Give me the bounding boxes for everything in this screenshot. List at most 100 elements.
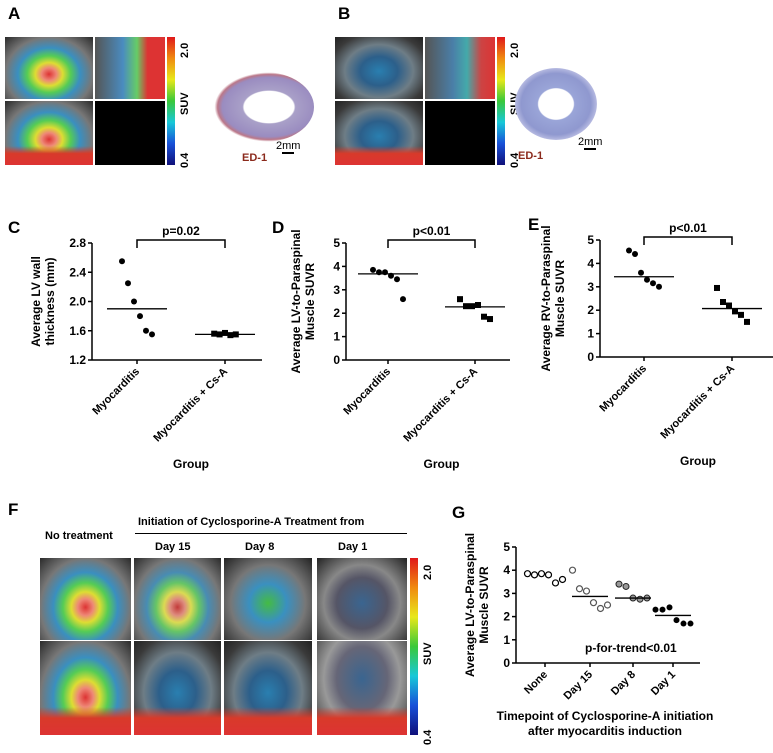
data-point-square — [481, 313, 487, 320]
data-point-square — [714, 284, 720, 291]
panel-label-c: C — [8, 218, 21, 237]
panel-label-f: F — [8, 500, 19, 519]
suv-colorbar-f — [410, 558, 418, 735]
data-point-grey — [636, 595, 644, 603]
data-point — [626, 247, 632, 254]
data-point-open — [551, 579, 560, 587]
data-point-square — [211, 330, 218, 337]
chart-g: 0 1 2 3 4 5 None Day 15 Day 8 Day 1 Average LV-to-… — [463, 533, 713, 738]
pet-ct-long-axis-b — [425, 37, 495, 99]
data-point-square — [475, 302, 481, 309]
y-tick-label: 0 — [587, 350, 594, 364]
y-axis-label: Average RV-to-ParaspinalMuscle SUVR — [539, 225, 567, 371]
panel-label-e: E — [528, 215, 540, 234]
data-point — [125, 280, 131, 287]
data-point — [131, 298, 137, 305]
data-point — [673, 617, 680, 624]
panel-label-d: D — [272, 218, 285, 237]
header-divider — [135, 533, 407, 534]
pet-ct-short-axis-a — [5, 37, 93, 99]
colorbar-max-a: 2.0 — [179, 42, 191, 58]
data-point-square — [222, 329, 228, 336]
data-point-open — [575, 585, 584, 593]
x-axis-label: Group — [424, 457, 460, 471]
significance-bracket — [387, 239, 476, 248]
significance-bracket — [643, 236, 733, 245]
pet-ct-coronal-b — [335, 101, 423, 165]
data-point-square — [469, 303, 475, 310]
y-tick-label: 1 — [587, 327, 594, 341]
p-trend-label: p-for-trend<0.01 — [585, 641, 677, 655]
y-tick-label: 4 — [587, 256, 594, 270]
pet-ct-coronal-a — [5, 101, 93, 165]
data-point-open — [523, 570, 532, 578]
colorbar-label-f: SUV — [422, 642, 434, 665]
y-tick-label: 2.4 — [69, 265, 86, 279]
data-point-square — [732, 308, 738, 315]
pet-ct-day15-coronal — [134, 641, 221, 735]
y-tick-label: 3 — [333, 283, 340, 297]
data-point-square — [720, 299, 726, 306]
scale-bar-a: 2mm — [276, 140, 301, 154]
x-tick-label: Myocarditis — [341, 366, 393, 418]
x-axis-label: Group — [173, 457, 209, 471]
y-tick-label: 1.2 — [69, 353, 86, 367]
y-tick-label: 2 — [503, 610, 510, 624]
pet-ct-day1-coronal — [317, 641, 407, 735]
y-tick-label: 2 — [587, 303, 594, 317]
data-point-square — [457, 296, 463, 303]
x-tick-label: Myocarditis + Cs-A — [401, 366, 480, 445]
y-axis-label: Average LV wallthickness (mm) — [29, 256, 57, 347]
data-point — [656, 283, 662, 290]
blank-tile-b — [425, 101, 495, 165]
pet-ct-short-axis-b — [335, 37, 423, 99]
data-point-open — [558, 575, 567, 584]
data-point-open — [537, 570, 546, 578]
data-point-open — [589, 599, 598, 607]
ed1-label-b: ED-1 — [518, 150, 544, 162]
day1-label: Day 1 — [338, 541, 368, 553]
data-point-grey — [622, 582, 630, 590]
panel-label-g: G — [452, 503, 466, 522]
data-point — [370, 266, 376, 273]
data-point — [680, 620, 687, 627]
y-tick-label: 1 — [333, 330, 340, 344]
y-tick-label: 5 — [587, 233, 594, 247]
x-tick-label: Myocarditis — [597, 363, 649, 415]
x-tick-label: Myocarditis + Cs-A — [658, 363, 737, 442]
chart-c: 1.2 1.6 2.0 2.4 2.8 Myocarditis Myocarditis + … — [29, 224, 262, 471]
x-tick-label: Myocarditis + Cs-A — [151, 366, 230, 445]
data-point — [638, 269, 644, 276]
y-tick-label: 0 — [333, 353, 340, 367]
data-point — [659, 606, 666, 613]
y-tick-label: 2.0 — [69, 295, 86, 309]
data-point-open — [603, 601, 612, 609]
y-tick-label: 5 — [503, 540, 510, 554]
chart-d: 0 1 2 3 4 5 Myocarditis Myocarditis + Cs-A Avera… — [289, 224, 510, 471]
data-point-open — [596, 604, 605, 613]
histology-section-b — [515, 68, 597, 140]
day15-label: Day 15 — [155, 541, 191, 553]
data-point-open — [544, 571, 553, 579]
y-axis-label: Average LV-to-ParaspinalMuscle SUVR — [463, 533, 491, 677]
y-tick-label: 1.6 — [69, 324, 86, 338]
colorbar-max-f: 2.0 — [422, 564, 434, 580]
histology-section-a — [214, 72, 314, 142]
data-point — [394, 276, 400, 283]
pet-ct-no-treatment-coronal — [40, 641, 131, 735]
data-point-square — [463, 303, 469, 310]
data-point-square — [744, 318, 750, 325]
pet-ct-day8-axial — [224, 558, 312, 640]
data-point-square — [738, 311, 744, 318]
data-point-grey — [615, 580, 623, 588]
y-tick-label: 4 — [503, 563, 510, 577]
colorbar-min-f: 0.4 — [422, 729, 434, 745]
day8-label: Day 8 — [245, 541, 275, 553]
data-point-square — [227, 332, 234, 339]
data-point — [143, 327, 149, 334]
colorbar-label-a: SUV — [179, 92, 191, 115]
data-point — [687, 620, 694, 627]
data-point — [666, 604, 673, 611]
p-value-label: p<0.01 — [413, 224, 451, 238]
